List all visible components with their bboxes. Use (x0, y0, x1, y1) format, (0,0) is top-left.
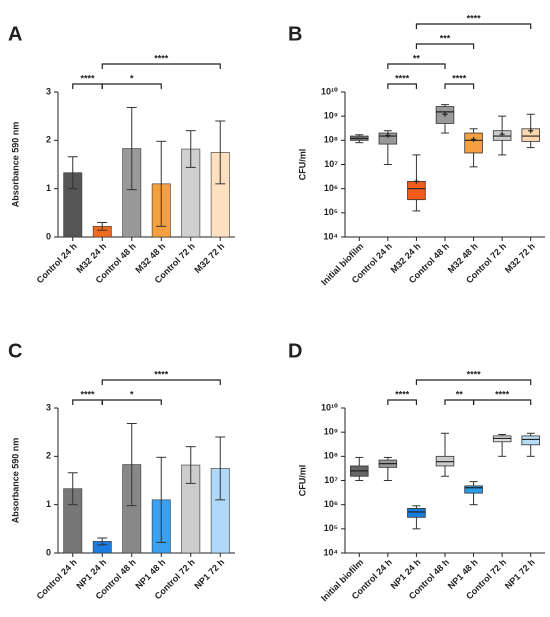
significance-label: **** (80, 73, 95, 83)
y-tick-label: 1 (46, 183, 51, 193)
y-axis-label: CFU/ml (297, 149, 307, 181)
significance-label: ** (413, 53, 421, 63)
significance-bracket (72, 399, 103, 405)
significance-label: ** (456, 389, 464, 399)
significance-label: **** (395, 389, 410, 399)
x-tick-label: Control 24 h (35, 557, 79, 601)
significance-bracket (472, 399, 532, 405)
significance-bracket (72, 83, 103, 89)
y-tick-label: 10⁴ (324, 231, 338, 241)
y-axis-label: Absorbance 590 nm (10, 438, 20, 524)
significance-bracket (444, 399, 475, 405)
y-tick-label: 2 (46, 135, 51, 145)
significance-bracket (101, 83, 162, 89)
y-tick-label: 10⁷ (324, 159, 338, 169)
y-tick-label: 10⁹ (324, 427, 338, 437)
mean-marker (471, 136, 477, 142)
significance-label: **** (467, 13, 482, 23)
mean-marker (385, 132, 391, 138)
y-tick-label: 10⁹ (324, 111, 338, 121)
significance-bracket (387, 63, 446, 69)
y-tick-label: 10⁸ (324, 451, 338, 461)
significance-bracket (444, 83, 475, 89)
box (407, 180, 426, 201)
mean-marker (528, 128, 534, 134)
significance-label: **** (80, 389, 95, 399)
significance-label: * (130, 73, 134, 83)
y-tick-label: 1 (46, 499, 51, 509)
y-tick-label: 0 (46, 547, 51, 557)
x-tick-label: NP1 72 h (192, 557, 226, 591)
mean-marker (413, 178, 419, 184)
significance-bracket (415, 43, 475, 49)
significance-bracket (101, 379, 221, 385)
significance-label: **** (395, 73, 410, 83)
y-tick-label: 10⁸ (324, 135, 338, 145)
significance-label: **** (467, 369, 482, 379)
significance-bracket (415, 23, 532, 29)
panel-label: B (288, 23, 302, 45)
y-tick-label: 10⁷ (324, 475, 338, 485)
box (521, 435, 540, 446)
x-tick-label: M32 72 h (503, 241, 537, 275)
y-axis-label: CFU/ml (297, 465, 307, 497)
y-tick-label: 0 (46, 231, 51, 241)
y-tick-label: 3 (46, 402, 51, 412)
significance-bracket (415, 379, 532, 385)
panel-label: A (8, 23, 22, 45)
y-tick-label: 10⁵ (324, 207, 338, 217)
y-tick-label: 10⁵ (324, 523, 338, 533)
y-tick-label: 10¹⁰ (321, 402, 338, 412)
significance-label: **** (154, 369, 169, 379)
box (464, 485, 483, 494)
significance-label: **** (452, 73, 467, 83)
mean-marker (442, 111, 448, 117)
significance-label: **** (495, 389, 510, 399)
significance-label: *** (440, 33, 451, 43)
x-tick-label: Control 24 h (35, 241, 79, 285)
significance-label: * (130, 389, 134, 399)
y-tick-label: 2 (46, 451, 51, 461)
box (464, 132, 483, 154)
significance-label: **** (154, 53, 169, 63)
y-axis-label: Absorbance 590 nm (10, 122, 20, 208)
x-tick-label: NP1 72 h (503, 557, 537, 591)
y-tick-label: 10⁶ (324, 499, 338, 509)
panel-label: C (8, 340, 22, 362)
significance-bracket (101, 63, 221, 69)
y-tick-label: 10⁶ (324, 183, 338, 193)
mean-marker (499, 131, 505, 137)
significance-bracket (387, 83, 418, 89)
y-tick-label: 10¹⁰ (321, 86, 338, 96)
y-tick-label: 3 (46, 86, 51, 96)
y-tick-label: 10⁴ (324, 547, 338, 557)
panel-label: D (288, 340, 302, 362)
significance-bracket (101, 399, 162, 405)
significance-bracket (387, 399, 418, 405)
x-tick-label: M32 72 h (192, 241, 226, 275)
box (407, 508, 426, 518)
